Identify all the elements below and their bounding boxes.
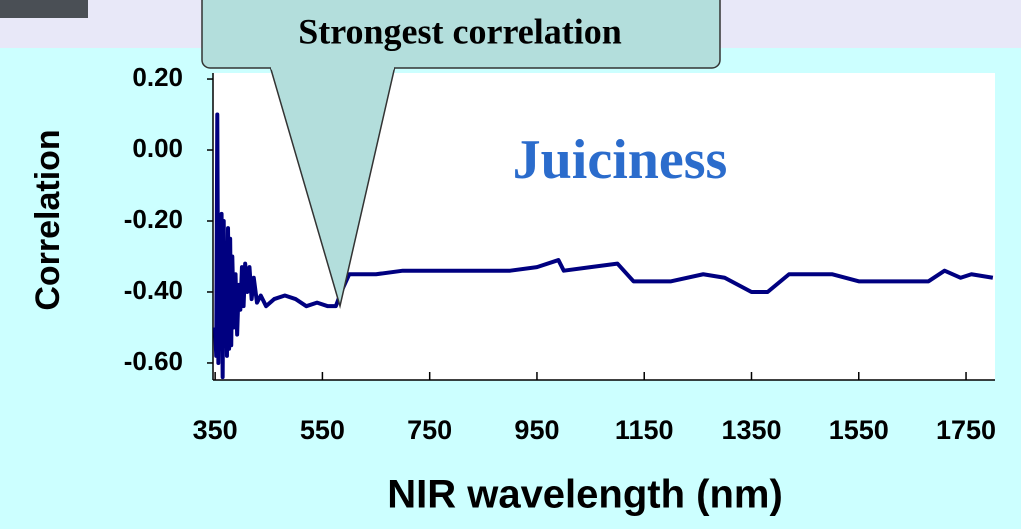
- y-tick-label: 0.00: [132, 133, 183, 163]
- x-tick-label: 1750: [936, 415, 996, 445]
- x-tick-label: 950: [514, 415, 559, 445]
- x-tick-label: 1350: [721, 415, 781, 445]
- y-tick-label: -0.40: [124, 275, 183, 305]
- data-line: [213, 112, 994, 380]
- annotation: Strongest correlation: [298, 11, 622, 51]
- chart-title: Juiciness: [513, 129, 728, 191]
- callout-box: [201, 0, 721, 69]
- x-tick-label: 1550: [829, 415, 889, 445]
- x-tick-label: 1150: [615, 415, 674, 445]
- x-tick-label: 550: [300, 415, 345, 445]
- x-axis-label: NIR wavelength (nm): [387, 473, 783, 517]
- plot: 0.20 0.00 -0.20 -0.40 -0.60 350 550 750 950 1150 1…: [124, 62, 996, 445]
- y-tick-label: 0.20: [132, 62, 183, 92]
- y-tick-label: -0.60: [124, 346, 183, 376]
- y-axis-label: Correlation: [29, 129, 67, 310]
- corner-image: [0, 0, 88, 18]
- y-tick-label: -0.20: [124, 204, 183, 234]
- x-tick-label: 750: [407, 415, 452, 445]
- x-tick-label: 350: [193, 415, 238, 445]
